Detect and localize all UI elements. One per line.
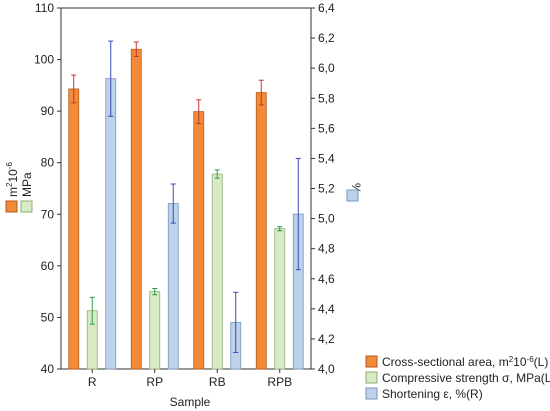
left-axis-label-mpa: MPa (20, 172, 34, 197)
x-axis-title: Sample (170, 395, 211, 409)
left-tick-label: 90 (41, 104, 55, 118)
right-tick-label: 6,2 (318, 31, 335, 45)
bar (211, 173, 223, 370)
right-tick-label: 4,2 (318, 332, 335, 346)
x-axis-ticks: R RP RB RPB (88, 369, 292, 389)
bar (274, 228, 286, 370)
right-tick-label: 4,0 (318, 362, 335, 376)
legend-label: Cross-sectional area, m210-6(L) (382, 355, 548, 370)
left-tick-label: 40 (41, 362, 55, 376)
right-tick-label: 5,2 (318, 182, 335, 196)
error-bars (71, 40, 301, 353)
right-axis-swatch-shortening (346, 189, 359, 202)
legend-swatch (365, 387, 378, 400)
right-tick-label: 5,6 (318, 121, 335, 135)
x-tick-label: RPB (267, 375, 292, 389)
plot-border (60, 7, 312, 370)
bar (68, 88, 80, 370)
left-tick-label: 80 (41, 156, 55, 170)
left-tick-label: 60 (41, 259, 55, 273)
bar (105, 78, 117, 370)
bars (68, 48, 304, 370)
x-tick-label: RB (209, 375, 226, 389)
legend-label: Compressive strength σ, MPa(L) (382, 371, 550, 385)
left-tick-label: 70 (41, 207, 55, 221)
left-axis-title: m210-6 MPa (5, 162, 34, 213)
right-tick-label: 4,4 (318, 302, 335, 316)
left-axis-ticks: 40 50 60 70 80 90 100 110 (34, 1, 61, 376)
right-tick-label: 4,8 (318, 242, 335, 256)
bar (193, 111, 205, 370)
left-tick-label: 50 (41, 310, 55, 324)
right-tick-label: 6,4 (318, 1, 335, 15)
left-axis-label-m2: m210-6 (5, 162, 20, 197)
bar (149, 291, 161, 370)
left-axis-swatch-strength (20, 200, 33, 213)
left-tick-label: 110 (35, 1, 54, 15)
plot-frame (60, 7, 312, 370)
bar (255, 92, 267, 370)
bar (167, 203, 179, 370)
right-axis-label: % (349, 183, 363, 194)
right-tick-label: 5,4 (318, 151, 335, 165)
right-tick-label: 5,8 (318, 91, 335, 105)
right-axis-title: % (346, 183, 363, 202)
legend-swatch (365, 371, 378, 384)
right-tick-label: 6,0 (318, 61, 335, 75)
right-tick-label: 4,6 (318, 272, 335, 286)
legend-label: Shortening ε, %(R) (382, 387, 483, 401)
legend-swatch (365, 355, 378, 368)
x-tick-label: R (88, 375, 97, 389)
left-tick-label: 100 (34, 53, 54, 67)
bar (130, 48, 142, 370)
legend: Cross-sectional area, m210-6(L)Compressi… (365, 355, 550, 401)
left-axis-swatch-cross-section (5, 200, 18, 213)
right-axis-ticks: 4,0 4,2 4,4 4,6 4,8 5,0 5,2 5,4 5,6 5,8 6,0 6,2 6,4 (311, 1, 335, 376)
right-tick-label: 5,0 (318, 212, 335, 226)
x-tick-label: RP (146, 375, 163, 389)
